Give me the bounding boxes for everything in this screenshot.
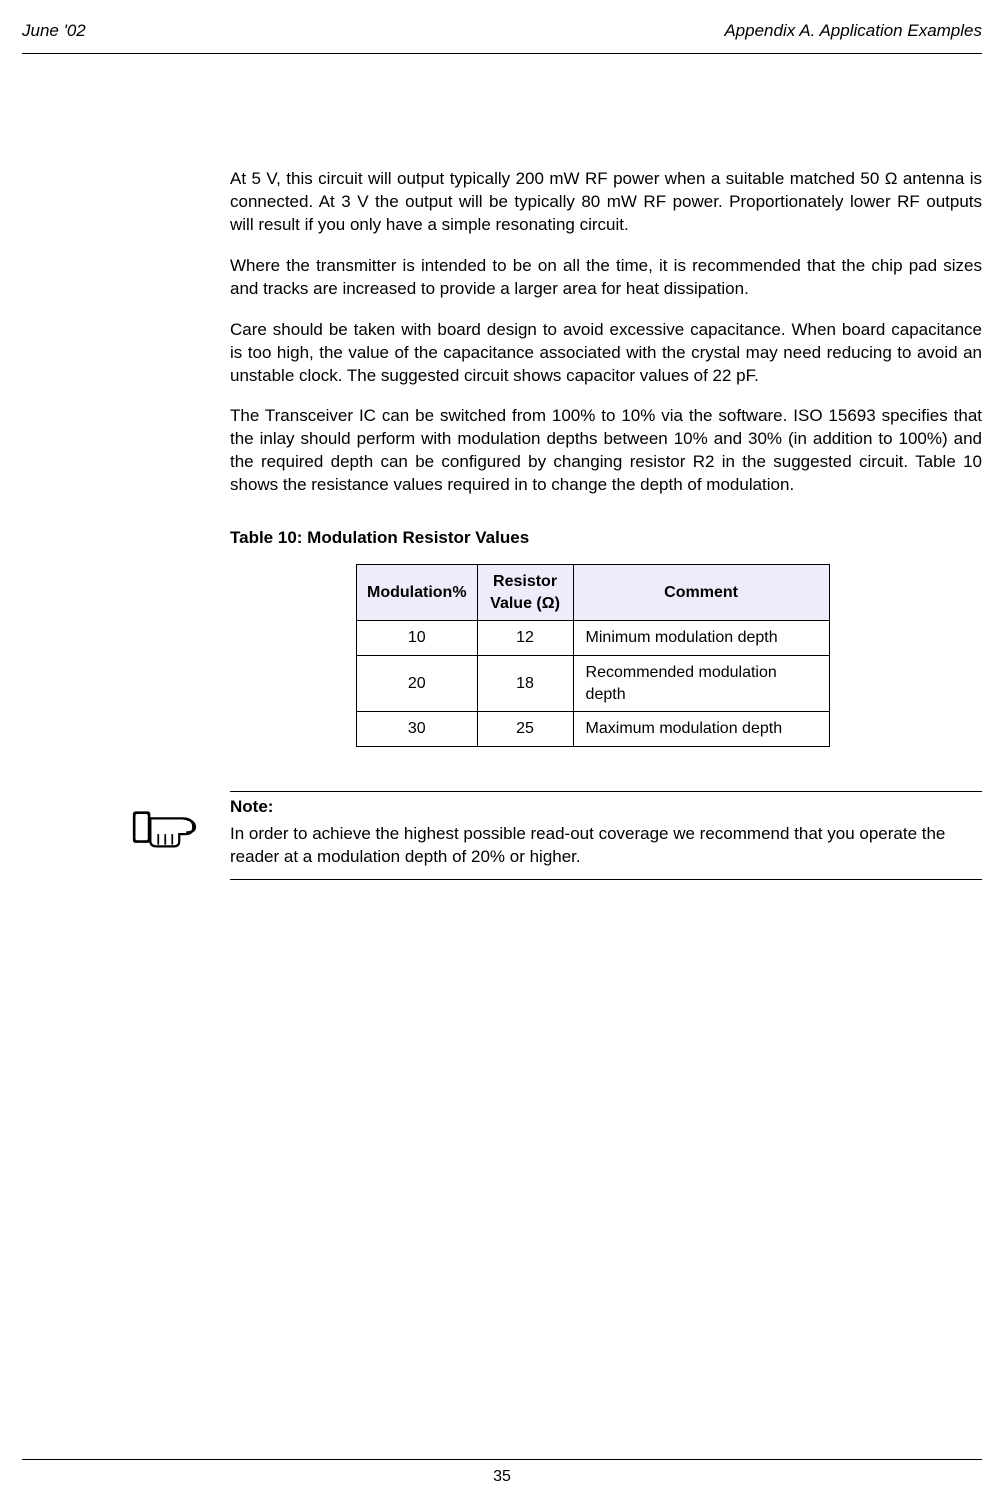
col-comment: Comment: [573, 565, 829, 621]
note-row: Note: In order to achieve the highest po…: [22, 792, 982, 879]
table-row: 20 18 Recommended modulation depth: [357, 655, 830, 711]
paragraph-4: The Transceiver IC can be switched from …: [230, 405, 982, 497]
footer-rule: [22, 1459, 982, 1460]
col-resistor: Resistor Value (Ω): [477, 565, 573, 621]
paragraph-3: Care should be taken with board design t…: [230, 319, 982, 388]
table-wrap: Modulation% Resistor Value (Ω) Comment 1…: [230, 564, 982, 747]
cell-mod: 20: [357, 655, 478, 711]
table-title: Table 10: Modulation Resistor Values: [230, 527, 982, 550]
paragraph-2: Where the transmitter is intended to be …: [230, 255, 982, 301]
cell-comment: Maximum modulation depth: [573, 712, 829, 747]
cell-comment: Minimum modulation depth: [573, 621, 829, 656]
cell-res: 25: [477, 712, 573, 747]
table-header-row: Modulation% Resistor Value (Ω) Comment: [357, 565, 830, 621]
note-body: In order to achieve the highest possible…: [230, 823, 982, 869]
modulation-table: Modulation% Resistor Value (Ω) Comment 1…: [356, 564, 830, 747]
header-left: June '02: [22, 20, 86, 43]
col-modulation: Modulation%: [357, 565, 478, 621]
cell-mod: 10: [357, 621, 478, 656]
table-row: 10 12 Minimum modulation depth: [357, 621, 830, 656]
table-row: 30 25 Maximum modulation depth: [357, 712, 830, 747]
cell-comment: Recommended modulation depth: [573, 655, 829, 711]
note-text: Note: In order to achieve the highest po…: [202, 796, 982, 869]
note-label: Note:: [230, 796, 982, 819]
header-right: Appendix A. Application Examples: [724, 20, 982, 43]
header-rule: [22, 53, 982, 54]
cell-res: 12: [477, 621, 573, 656]
note-block: Note: In order to achieve the highest po…: [22, 791, 982, 880]
pointing-hand-icon: [132, 796, 202, 857]
cell-res: 18: [477, 655, 573, 711]
page-footer: 35: [0, 1459, 1004, 1488]
page-number: 35: [493, 1468, 511, 1485]
cell-mod: 30: [357, 712, 478, 747]
main-content: At 5 V, this circuit will output typical…: [208, 168, 1004, 880]
page-header: June '02 Appendix A. Application Example…: [0, 0, 1004, 53]
paragraph-1: At 5 V, this circuit will output typical…: [230, 168, 982, 237]
note-rule-bottom: [230, 879, 982, 880]
